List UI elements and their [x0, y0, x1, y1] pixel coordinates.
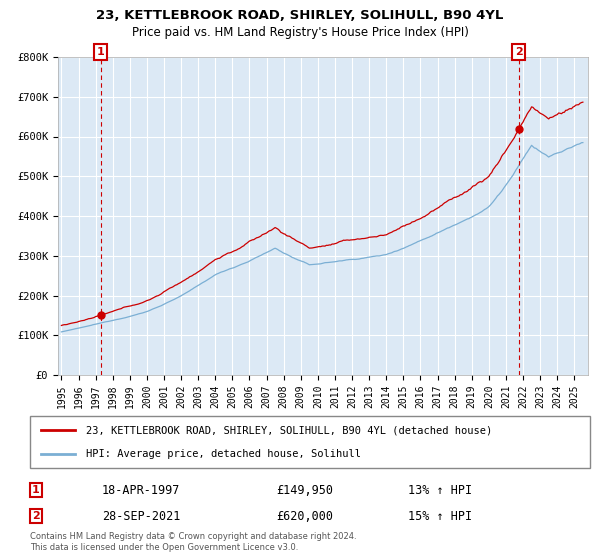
Text: 1: 1 [97, 47, 104, 57]
Text: 2: 2 [515, 47, 523, 57]
Text: Contains HM Land Registry data © Crown copyright and database right 2024.
This d: Contains HM Land Registry data © Crown c… [30, 532, 356, 552]
Text: 23, KETTLEBROOK ROAD, SHIRLEY, SOLIHULL, B90 4YL (detached house): 23, KETTLEBROOK ROAD, SHIRLEY, SOLIHULL,… [86, 425, 492, 435]
Text: HPI: Average price, detached house, Solihull: HPI: Average price, detached house, Soli… [86, 449, 361, 459]
Text: 13% ↑ HPI: 13% ↑ HPI [408, 483, 472, 497]
Text: 18-APR-1997: 18-APR-1997 [102, 483, 181, 497]
Text: 15% ↑ HPI: 15% ↑ HPI [408, 510, 472, 522]
Text: 23, KETTLEBROOK ROAD, SHIRLEY, SOLIHULL, B90 4YL: 23, KETTLEBROOK ROAD, SHIRLEY, SOLIHULL,… [97, 9, 503, 22]
Text: £149,950: £149,950 [276, 483, 333, 497]
Text: 1: 1 [32, 485, 40, 495]
Text: Price paid vs. HM Land Registry's House Price Index (HPI): Price paid vs. HM Land Registry's House … [131, 26, 469, 39]
Text: 28-SEP-2021: 28-SEP-2021 [102, 510, 181, 522]
Text: 2: 2 [32, 511, 40, 521]
Text: £620,000: £620,000 [276, 510, 333, 522]
FancyBboxPatch shape [30, 416, 590, 468]
